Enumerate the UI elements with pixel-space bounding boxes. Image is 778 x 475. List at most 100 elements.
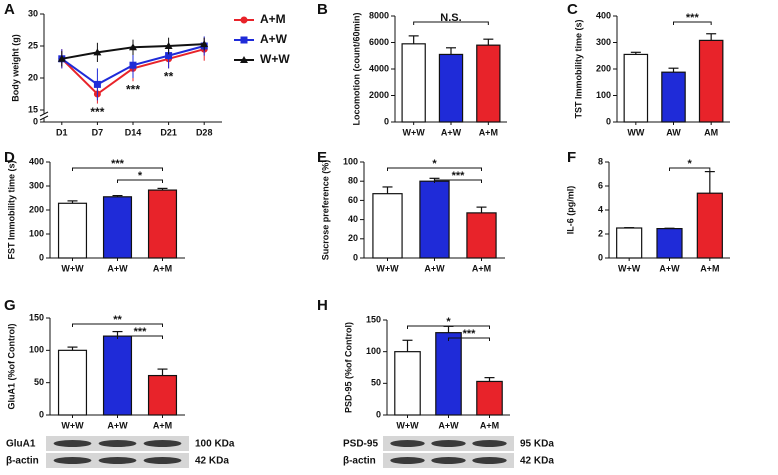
y-axis-label: IL-6 (pg/ml) — [565, 186, 575, 235]
y-tick-label: 0 — [353, 252, 358, 262]
bar — [401, 43, 426, 123]
legend-label: A+W — [260, 32, 288, 46]
x-tick-label: D1 — [56, 127, 68, 137]
axis-break — [39, 115, 49, 121]
blot-band — [472, 440, 507, 447]
y-tick-label: 4000 — [369, 63, 389, 73]
y-axis-label: GluA1 (%of Control) — [6, 324, 16, 410]
x-tick-label: A+W — [424, 263, 445, 273]
x-tick-label: D14 — [125, 127, 142, 137]
significance-bracket — [407, 325, 490, 329]
x-tick-label: A+M — [153, 263, 172, 273]
panel-letter: B — [317, 1, 328, 18]
panel-letter: A — [4, 1, 15, 18]
blot-band — [98, 440, 137, 447]
y-axis-label: Sucrose preference (%) — [320, 160, 330, 261]
x-tick-label: A+M — [700, 263, 719, 273]
significance-label: * — [138, 170, 143, 182]
panel-letter: F — [567, 149, 576, 166]
marker — [165, 52, 173, 60]
y-tick-label: 8 — [598, 156, 603, 166]
x-tick-label: A+W — [107, 263, 128, 273]
x-tick-label: W+W — [61, 263, 84, 273]
bar — [438, 53, 464, 123]
y-tick-label: 50 — [371, 378, 381, 388]
x-tick-label: W+W — [618, 263, 641, 273]
x-tick-label: D21 — [160, 127, 177, 137]
y-tick-label: 2000 — [369, 90, 389, 100]
blot-band — [143, 440, 182, 447]
y-axis-label: Locomotion (count/60min) — [351, 13, 361, 126]
blot-label: β-actin — [6, 456, 39, 467]
panel-letter: D — [4, 149, 15, 166]
y-axis-label: TST Immobility time (s) — [573, 19, 583, 118]
significance-label: *** — [463, 328, 477, 340]
significance-label: *** — [90, 105, 104, 119]
significance-bracket — [72, 167, 163, 171]
significance-bracket — [448, 337, 490, 341]
bar — [661, 71, 686, 123]
bar — [57, 349, 88, 416]
legend-marker — [240, 16, 248, 24]
bar — [394, 351, 421, 416]
bar — [147, 189, 178, 259]
y-tick-label: 6000 — [369, 37, 389, 47]
x-tick-label: D28 — [196, 127, 213, 137]
blot-band — [143, 457, 182, 464]
bar — [696, 192, 723, 259]
y-tick-label: 0 — [384, 116, 389, 126]
bar — [419, 180, 450, 259]
blot-band — [98, 457, 137, 464]
x-tick-label: W+W — [396, 420, 419, 430]
x-tick-label: WW — [627, 127, 644, 137]
y-tick-label: 200 — [29, 204, 44, 214]
blot-band — [53, 457, 92, 464]
marker — [129, 61, 137, 69]
y-tick-label: 100 — [343, 156, 358, 166]
x-tick-label: A+M — [472, 263, 491, 273]
y-axis-label: Body weight (g) — [10, 34, 20, 102]
x-tick-label: A+W — [438, 420, 459, 430]
x-tick-label: D7 — [92, 127, 104, 137]
significance-bracket — [117, 335, 163, 339]
y-tick-label: 2 — [598, 228, 603, 238]
bar — [476, 380, 503, 416]
blot-size: 42 KDa — [520, 456, 554, 467]
legend-label: A+M — [260, 12, 286, 26]
blot-band — [390, 457, 425, 464]
y-tick-label: 100 — [29, 228, 44, 238]
significance-label: N.S. — [440, 12, 461, 24]
y-tick-label: 400 — [29, 156, 44, 166]
x-tick-label: A+M — [153, 420, 172, 430]
blot-size: 100 KDa — [195, 439, 235, 450]
y-tick-label: 0 — [598, 252, 603, 262]
significance-bracket — [673, 21, 712, 25]
significance-bracket — [117, 179, 163, 183]
x-tick-label: W+W — [61, 420, 84, 430]
bar — [616, 227, 643, 259]
y-tick-label: 40 — [348, 214, 358, 224]
y-tick-label: 0 — [376, 409, 381, 419]
y-tick-label: 25 — [28, 40, 38, 50]
y-tick-label: 30 — [28, 8, 38, 18]
significance-label: ** — [113, 314, 122, 326]
blot-label: PSD-95 — [343, 439, 378, 450]
bar — [466, 212, 497, 259]
y-tick-label: 20 — [28, 72, 38, 82]
panel-letter: C — [567, 1, 578, 18]
marker — [93, 48, 102, 56]
blot-label: GluA1 — [6, 439, 36, 450]
blot-band — [472, 457, 507, 464]
y-tick-label: 15 — [28, 104, 38, 114]
bar — [698, 39, 724, 123]
significance-label: * — [432, 158, 437, 170]
significance-bracket — [434, 179, 482, 183]
significance-label: * — [446, 316, 451, 328]
marker — [93, 80, 101, 88]
y-tick-label: 100 — [29, 345, 44, 355]
blot-band — [390, 440, 425, 447]
legend-label: W+W — [260, 52, 290, 66]
blot-band — [53, 440, 92, 447]
y-tick-label: 150 — [366, 314, 381, 324]
